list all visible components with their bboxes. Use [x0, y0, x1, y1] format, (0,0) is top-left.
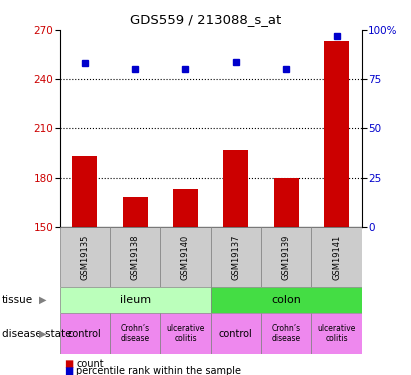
Bar — [324, 42, 349, 227]
Bar — [312, 313, 362, 354]
Text: GSM19140: GSM19140 — [181, 234, 190, 279]
Text: Crohn’s
disease: Crohn’s disease — [272, 324, 301, 344]
Text: GSM19138: GSM19138 — [131, 234, 140, 280]
Text: percentile rank within the sample: percentile rank within the sample — [76, 366, 241, 375]
Bar — [60, 313, 110, 354]
Bar — [72, 156, 97, 227]
Bar — [312, 227, 362, 287]
Text: colon: colon — [271, 295, 301, 305]
Text: ileum: ileum — [120, 295, 151, 305]
Bar — [160, 227, 210, 287]
Bar — [210, 287, 362, 313]
Bar — [110, 227, 160, 287]
Text: disease state: disease state — [2, 329, 72, 339]
Bar — [173, 189, 198, 227]
Bar — [223, 150, 248, 227]
Text: control: control — [219, 329, 253, 339]
Text: Crohn’s
disease: Crohn’s disease — [120, 324, 150, 344]
Bar — [160, 313, 210, 354]
Bar — [274, 178, 299, 227]
Bar — [60, 227, 110, 287]
Text: ▶: ▶ — [39, 329, 46, 339]
Bar — [261, 227, 312, 287]
Text: count: count — [76, 359, 104, 369]
Text: GSM19135: GSM19135 — [80, 234, 89, 280]
Text: GDS559 / 213088_s_at: GDS559 / 213088_s_at — [130, 13, 281, 26]
Text: GSM19137: GSM19137 — [231, 234, 240, 280]
Text: ■: ■ — [64, 359, 73, 369]
Bar — [210, 227, 261, 287]
Text: ■: ■ — [64, 366, 73, 375]
Bar — [261, 313, 312, 354]
Bar — [110, 313, 160, 354]
Text: ▶: ▶ — [39, 295, 46, 305]
Bar — [210, 313, 261, 354]
Text: tissue: tissue — [2, 295, 33, 305]
Bar — [122, 197, 148, 227]
Text: GSM19139: GSM19139 — [282, 234, 291, 280]
Bar — [60, 287, 211, 313]
Text: ulcerative
colitis: ulcerative colitis — [166, 324, 205, 344]
Text: control: control — [68, 329, 102, 339]
Text: GSM19141: GSM19141 — [332, 234, 341, 279]
Text: ulcerative
colitis: ulcerative colitis — [317, 324, 356, 344]
